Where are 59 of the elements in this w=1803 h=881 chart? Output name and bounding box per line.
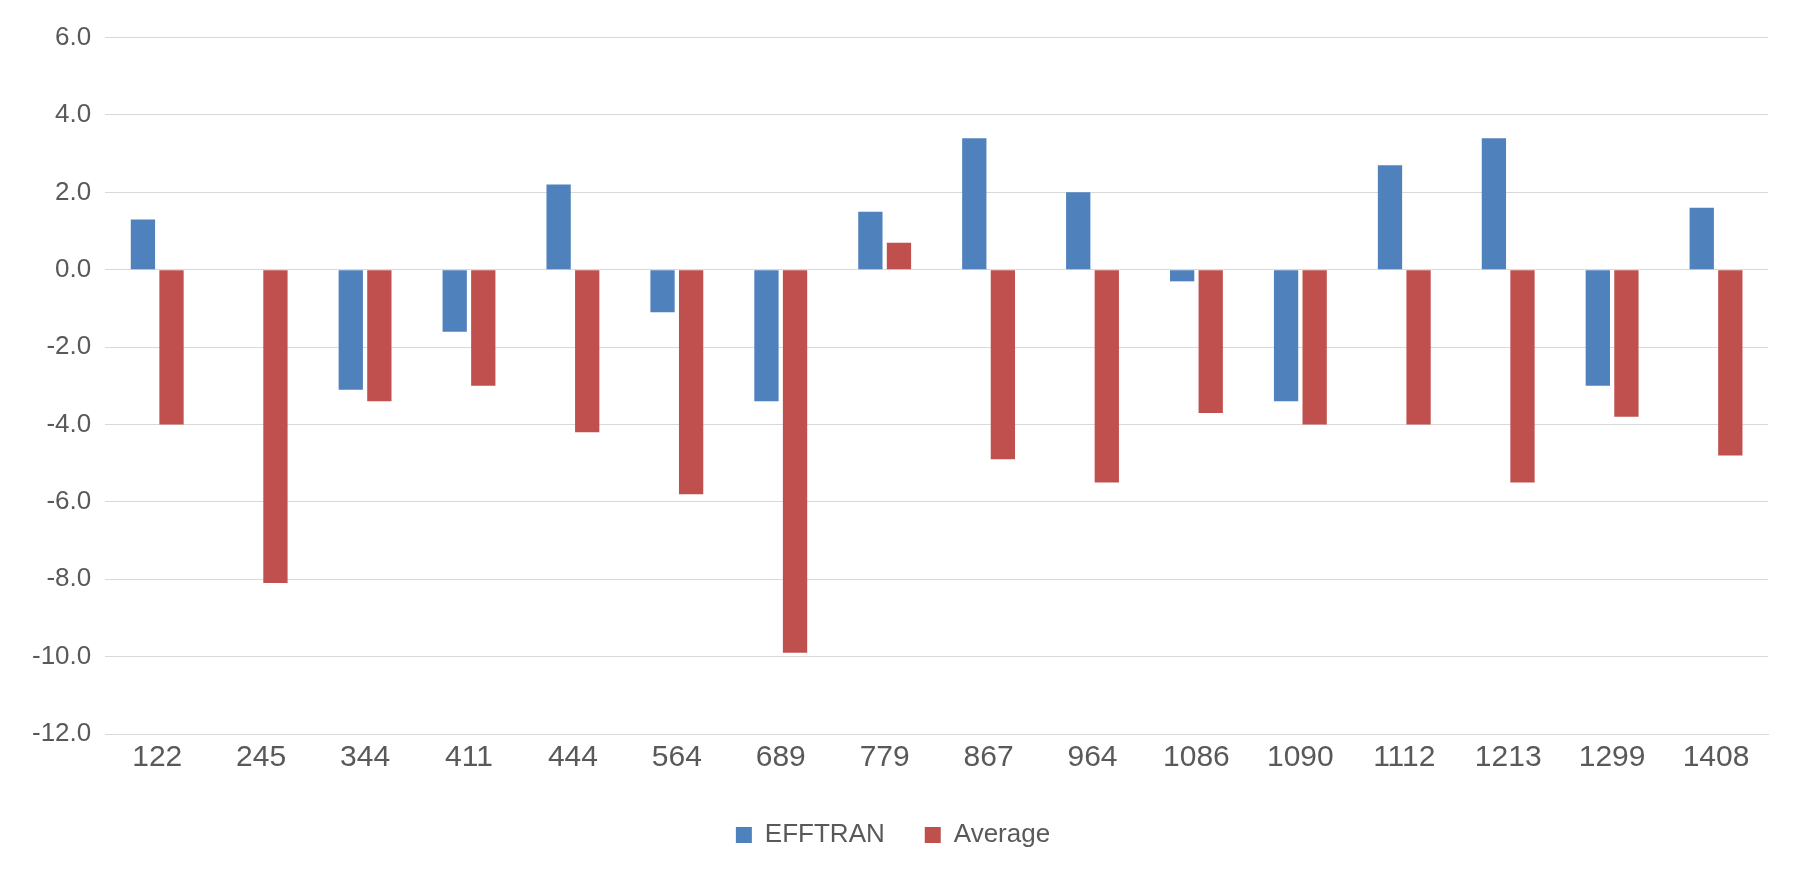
bar xyxy=(1170,270,1195,282)
x-tick-label: 564 xyxy=(651,739,702,773)
x-tick-label: 964 xyxy=(1067,739,1118,773)
x-tick-label: 245 xyxy=(236,739,287,773)
bar xyxy=(962,138,987,270)
bar xyxy=(575,270,600,433)
bar xyxy=(990,270,1016,460)
bar xyxy=(1066,192,1091,270)
y-tick-label: -12.0 xyxy=(32,717,92,748)
legend-label: EFFTRAN xyxy=(764,818,885,849)
bar xyxy=(130,219,156,270)
y-tick-label: 6.0 xyxy=(55,20,92,51)
bar xyxy=(1273,270,1299,402)
x-tick-label: 1086 xyxy=(1163,739,1230,773)
x-tick-label: 1213 xyxy=(1474,739,1542,773)
x-tick-label: 779 xyxy=(859,739,910,773)
x-tick-label: 444 xyxy=(547,739,598,773)
x-tick-label: 1299 xyxy=(1578,739,1646,773)
bar xyxy=(782,270,808,653)
bar xyxy=(754,270,779,402)
bar xyxy=(1481,138,1507,270)
x-tick-label: 411 xyxy=(445,739,493,773)
y-tick-label: 2.0 xyxy=(55,175,92,206)
bar xyxy=(1614,270,1639,417)
bar xyxy=(159,270,184,425)
x-tick-label: 1408 xyxy=(1682,739,1750,773)
y-tick-label: -6.0 xyxy=(46,485,92,516)
bar xyxy=(858,211,883,270)
legend-label: Average xyxy=(953,818,1051,849)
bar xyxy=(678,270,704,495)
x-tick-label: 689 xyxy=(755,739,806,773)
x-tick-label: 1112 xyxy=(1373,739,1436,773)
bar xyxy=(338,270,363,390)
y-tick-label: -4.0 xyxy=(46,407,92,438)
bar xyxy=(1198,270,1223,413)
bar xyxy=(1510,270,1535,483)
x-tick-label: 867 xyxy=(963,739,1014,773)
x-tick-label: 1090 xyxy=(1266,739,1334,773)
bar xyxy=(1585,270,1610,386)
bar xyxy=(546,184,571,270)
y-tick-label: 0.0 xyxy=(55,252,92,283)
bar xyxy=(1718,270,1743,456)
bar xyxy=(471,270,496,386)
x-tick-label: 344 xyxy=(340,739,391,773)
bar xyxy=(1377,165,1403,270)
y-tick-label: -2.0 xyxy=(46,330,92,361)
bar xyxy=(886,242,912,270)
bar xyxy=(1689,207,1714,270)
bar xyxy=(650,270,675,313)
bar xyxy=(1302,270,1327,425)
bar xyxy=(367,270,392,402)
x-tick-label: 122 xyxy=(132,739,183,773)
y-tick-label: -10.0 xyxy=(32,639,92,670)
bar xyxy=(1094,270,1119,483)
bar xyxy=(1406,270,1431,425)
bar xyxy=(263,270,288,584)
bar xyxy=(442,270,467,332)
y-tick-label: 4.0 xyxy=(55,98,92,129)
y-tick-label: -8.0 xyxy=(46,562,92,593)
